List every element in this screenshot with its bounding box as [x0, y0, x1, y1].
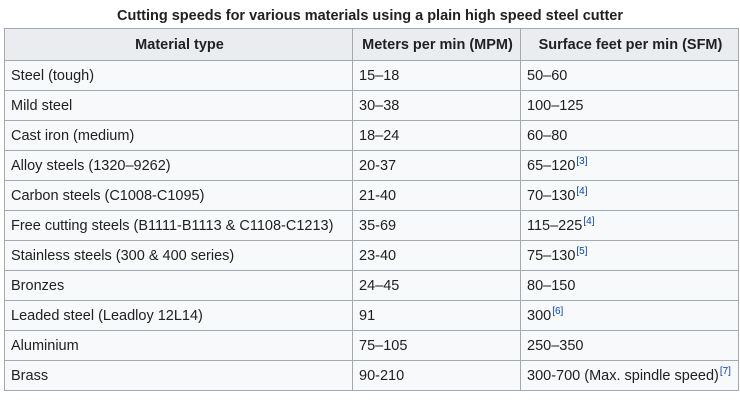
sfm-value: 60–80: [527, 127, 568, 144]
cell-material-type: Aluminium: [4, 330, 353, 361]
cell-meters-per-min: 35-69: [352, 210, 521, 241]
sfm-value: 50–60: [527, 67, 568, 84]
cell-meters-per-min: 90-210: [352, 360, 521, 391]
cell-meters-per-min: 24–45: [352, 270, 521, 301]
sfm-value: 115–225: [527, 217, 583, 234]
sfm-value: 75–130: [527, 247, 576, 264]
citation-link[interactable]: [4]: [576, 185, 588, 197]
citation-link[interactable]: [7]: [719, 365, 731, 377]
cell-material-type: Brass: [4, 360, 353, 391]
citation-link[interactable]: [6]: [552, 305, 564, 317]
cell-meters-per-min: 23-40: [352, 240, 521, 271]
cell-surface-feet-per-min: 60–80: [520, 120, 739, 151]
sfm-value: 65–120: [527, 157, 576, 174]
cell-meters-per-min: 30–38: [352, 90, 521, 121]
cutting-speeds-table: Material type Meters per min (MPM) Surfa…: [4, 28, 739, 391]
table-row: Free cutting steels (B1111-B1113 & C1108…: [4, 210, 739, 241]
header-meters-per-min[interactable]: Meters per min (MPM): [352, 28, 521, 61]
cell-surface-feet-per-min: 50–60: [520, 60, 739, 91]
cell-surface-feet-per-min: 300-700 (Max. spindle speed)[7]: [520, 360, 739, 391]
citation-link[interactable]: [4]: [583, 215, 595, 227]
cell-material-type: Stainless steels (300 & 400 series): [4, 240, 353, 271]
cell-material-type: Cast iron (medium): [4, 120, 353, 151]
cell-material-type: Leaded steel (Leadloy 12L14): [4, 300, 353, 331]
sfm-value: 100–125: [527, 97, 584, 114]
cell-material-type: Alloy steels (1320–9262): [4, 150, 353, 181]
table-row: Aluminium 75–105 250–350: [4, 330, 739, 361]
cell-meters-per-min: 75–105: [352, 330, 521, 361]
cell-meters-per-min: 21-40: [352, 180, 521, 211]
cell-meters-per-min: 18–24: [352, 120, 521, 151]
cell-meters-per-min: 91: [352, 300, 521, 331]
table-row: Carbon steels (C1008-C1095) 21-40 70–130[4…: [4, 180, 739, 211]
table-row: Leaded steel (Leadloy 12L14) 91 300[6]: [4, 300, 739, 331]
cell-surface-feet-per-min: 70–130[4]: [520, 180, 739, 211]
cell-surface-feet-per-min: 115–225[4]: [520, 210, 739, 241]
cell-meters-per-min: 15–18: [352, 60, 521, 91]
table-row: Mild steel 30–38 100–125: [4, 90, 739, 121]
cell-surface-feet-per-min: 300[6]: [520, 300, 739, 331]
header-surface-feet-per-min[interactable]: Surface feet per min (SFM): [520, 28, 739, 61]
cell-meters-per-min: 20-37: [352, 150, 521, 181]
table-row: Stainless steels (300 & 400 series) 23-40…: [4, 240, 739, 271]
sfm-value: 70–130: [527, 187, 576, 204]
cell-surface-feet-per-min: 100–125: [520, 90, 739, 121]
cell-material-type: Carbon steels (C1008-C1095): [4, 180, 353, 211]
header-row: Material type Meters per min (MPM) Surfa…: [4, 28, 739, 61]
sfm-value: 300-700 (Max. spindle speed): [527, 367, 719, 384]
sfm-value: 250–350: [527, 337, 584, 354]
citation-link[interactable]: [3]: [576, 155, 588, 167]
sfm-value: 80–150: [527, 277, 576, 294]
header-material-type[interactable]: Material type: [4, 28, 353, 61]
table-row: Bronzes 24–45 80–150: [4, 270, 739, 301]
table-row: Alloy steels (1320–9262) 20-37 65–120[3]: [4, 150, 739, 181]
citation-link[interactable]: [5]: [576, 245, 588, 257]
cell-material-type: Mild steel: [4, 90, 353, 121]
cell-material-type: Steel (tough): [4, 60, 353, 91]
cell-surface-feet-per-min: 250–350: [520, 330, 739, 361]
cell-surface-feet-per-min: 75–130[5]: [520, 240, 739, 271]
sfm-value: 300: [527, 307, 552, 324]
table-row: Steel (tough) 15–18 50–60: [4, 60, 739, 91]
table-caption: Cutting speeds for various materials usi…: [116, 8, 623, 24]
cell-material-type: Free cutting steels (B1111-B1113 & C1108…: [4, 210, 353, 241]
cell-surface-feet-per-min: 65–120[3]: [520, 150, 739, 181]
cell-material-type: Bronzes: [4, 270, 353, 301]
table-body: Steel (tough) 15–18 50–60 Mild steel 30–38 10…: [4, 60, 739, 391]
cell-surface-feet-per-min: 80–150: [520, 270, 739, 301]
table-row: Brass 90-210 300-700 (Max. spindle speed)[…: [4, 360, 739, 391]
table-row: Cast iron (medium) 18–24 60–80: [4, 120, 739, 151]
